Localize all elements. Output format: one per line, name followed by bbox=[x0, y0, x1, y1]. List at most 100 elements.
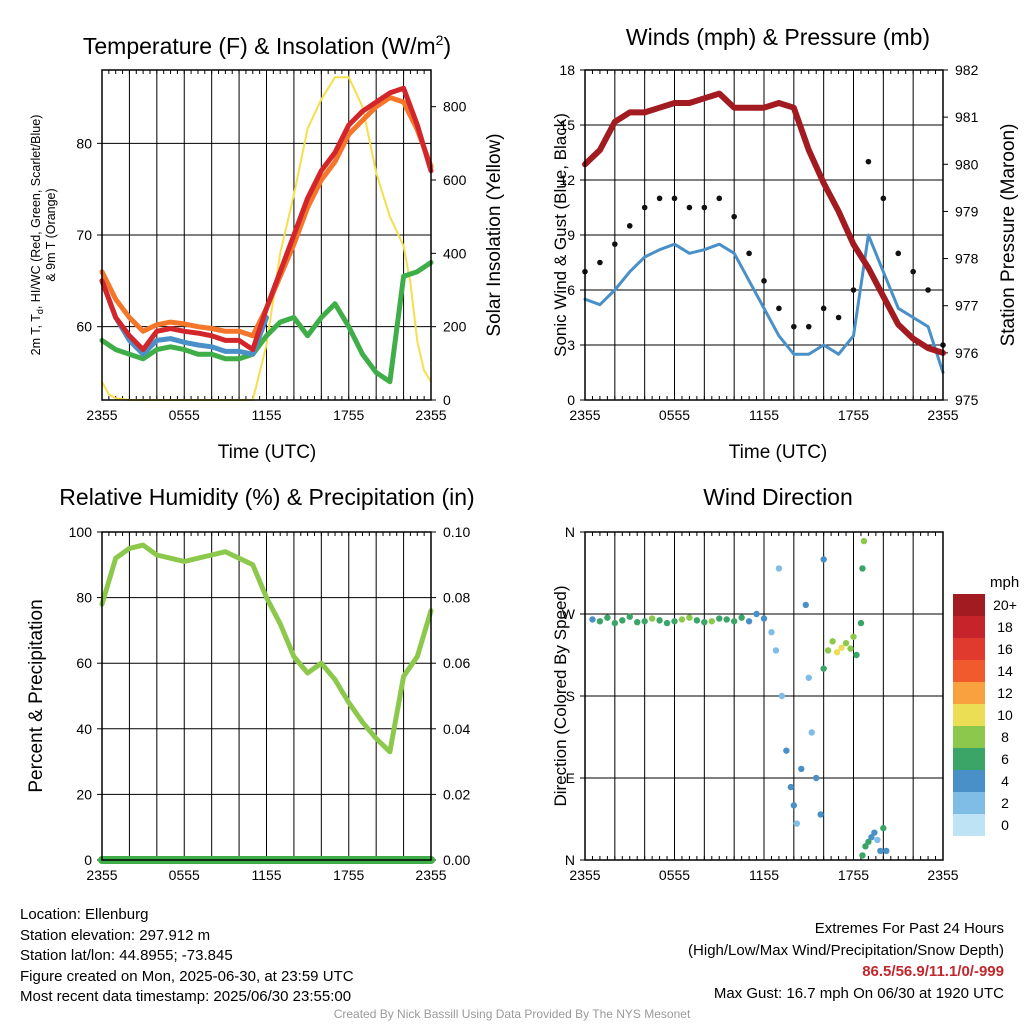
y-tick-label: 60 bbox=[76, 655, 92, 671]
wind-direction-title: Wind Direction bbox=[703, 484, 853, 510]
x-tick-label: 2355 bbox=[86, 407, 117, 423]
direction-point bbox=[753, 610, 760, 618]
y2-tick-label: 978 bbox=[955, 251, 979, 267]
location-text: Location: Ellenburg bbox=[20, 906, 149, 923]
y-tick-label: 9 bbox=[567, 227, 575, 243]
direction-point bbox=[775, 565, 783, 572]
direction-point bbox=[859, 565, 866, 572]
y-tick-label: 6 bbox=[567, 282, 575, 298]
gust-point bbox=[716, 195, 723, 202]
x-tick-label: 2355 bbox=[86, 867, 117, 883]
created-text: Figure created on Mon, 2025-06-30, at 23… bbox=[20, 967, 354, 985]
gust-point bbox=[850, 287, 857, 293]
direction-point bbox=[783, 747, 790, 754]
extremes-title: Extremes For Past 24 Hours bbox=[814, 920, 1004, 937]
gust-point bbox=[925, 287, 931, 293]
wind-direction-y-axis-label: Direction (Colored By Speed) bbox=[551, 585, 570, 806]
humidity-panel: Relative Humidity (%) & Precipitation (i… bbox=[26, 484, 475, 883]
direction-point bbox=[641, 618, 648, 625]
direction-point bbox=[619, 617, 626, 624]
extremes-info: Extremes For Past 24 Hours (High/Low/Max… bbox=[688, 918, 1004, 1004]
legend-swatch bbox=[953, 660, 985, 682]
gust-point bbox=[612, 241, 618, 247]
x-tick-label: 1155 bbox=[251, 867, 281, 883]
direction-point bbox=[686, 614, 693, 621]
direction-point bbox=[716, 615, 723, 622]
gust-point bbox=[731, 213, 737, 220]
y-tick-label: 12 bbox=[559, 172, 575, 188]
extremes-subtitle: (High/Low/Max Wind/Precipitation/Snow De… bbox=[688, 941, 1004, 959]
direction-point bbox=[604, 614, 611, 621]
direction-point bbox=[813, 774, 820, 782]
direction-point bbox=[880, 824, 887, 832]
x-tick-label: 2355 bbox=[569, 867, 600, 883]
direction-point bbox=[874, 836, 881, 844]
x-tick-label: 1155 bbox=[749, 867, 779, 883]
direction-point bbox=[793, 820, 801, 827]
direction-point bbox=[648, 615, 656, 622]
y2-tick-label: 600 bbox=[443, 172, 467, 188]
direction-point bbox=[817, 811, 824, 818]
direction-point bbox=[790, 802, 798, 809]
y2-tick-label: 400 bbox=[443, 245, 467, 261]
direction-point bbox=[802, 601, 809, 609]
gust-point bbox=[820, 305, 827, 312]
direction-point bbox=[842, 639, 850, 647]
direction-point bbox=[859, 852, 866, 859]
legend-label: 12 bbox=[997, 685, 1013, 701]
direction-point bbox=[857, 619, 865, 627]
gust-point bbox=[686, 204, 693, 211]
y-tick-label: W bbox=[562, 606, 576, 622]
speed-legend-title: mph bbox=[990, 574, 1019, 591]
y2-tick-label: 0.10 bbox=[443, 524, 470, 540]
gust-point bbox=[701, 204, 708, 211]
direction-point bbox=[833, 649, 841, 656]
plot-border bbox=[584, 69, 944, 401]
x-tick-label: 1755 bbox=[333, 407, 364, 423]
x-tick-label: 1155 bbox=[251, 407, 281, 423]
direction-point bbox=[847, 645, 854, 652]
direction-point bbox=[678, 616, 686, 623]
temperature-y-axis-label-line2: & 9m T (Orange) bbox=[44, 188, 58, 281]
winds-title: Winds (mph) & Pressure (mb) bbox=[626, 24, 930, 50]
plot-border bbox=[101, 531, 432, 861]
x-tick-label: 1755 bbox=[838, 407, 869, 423]
direction-point bbox=[787, 783, 795, 791]
gust-point bbox=[641, 204, 648, 211]
legend-swatch bbox=[953, 594, 985, 616]
winds-panel: Winds (mph) & Pressure (mb) Sonic Wind &… bbox=[551, 24, 1019, 463]
legend-swatch bbox=[953, 638, 985, 660]
legend-label: 8 bbox=[1001, 729, 1009, 745]
direction-point bbox=[850, 633, 857, 640]
y-tick-label: 80 bbox=[76, 135, 92, 151]
x-tick-label: 2355 bbox=[415, 407, 446, 423]
y-tick-label: 70 bbox=[76, 227, 92, 243]
y2-tick-label: 979 bbox=[955, 203, 979, 219]
y2-tick-label: 0.02 bbox=[443, 786, 470, 802]
y-tick-label: 100 bbox=[69, 524, 93, 540]
legend-label: 6 bbox=[1001, 751, 1009, 767]
max-gust-text: Max Gust: 16.7 mph On 06/30 at 1920 UTC bbox=[713, 984, 1004, 1002]
x-tick-label: 2355 bbox=[415, 867, 446, 883]
extremes-values: 86.5/56.9/11.1/0/-999 bbox=[862, 963, 1004, 980]
y2-tick-label: 0.06 bbox=[443, 655, 470, 671]
pressure-y-axis-label: Station Pressure (Maroon) bbox=[998, 124, 1019, 347]
direction-point bbox=[611, 619, 619, 627]
gust-point bbox=[671, 195, 678, 202]
y2-tick-label: 975 bbox=[955, 392, 979, 408]
direction-point bbox=[829, 638, 836, 645]
temperature-title: Temperature (F) & Insolation (W/m2) bbox=[83, 32, 451, 59]
y-tick-label: 60 bbox=[76, 319, 92, 335]
legend-swatch bbox=[953, 704, 985, 726]
direction-point bbox=[824, 647, 832, 654]
y2-tick-label: 977 bbox=[955, 298, 979, 314]
direction-point bbox=[778, 692, 786, 700]
station-info: Location: Ellenburg Station elevation: 2… bbox=[20, 905, 354, 1008]
legend-label: 14 bbox=[997, 663, 1013, 679]
direction-point bbox=[723, 616, 730, 623]
y-tick-label: N bbox=[565, 852, 575, 868]
y-tick-label: 20 bbox=[76, 786, 92, 802]
legend-label: 20+ bbox=[993, 597, 1017, 613]
direction-point bbox=[808, 729, 815, 736]
credit-text: Created By Nick Bassill Using Data Provi… bbox=[333, 1007, 691, 1021]
